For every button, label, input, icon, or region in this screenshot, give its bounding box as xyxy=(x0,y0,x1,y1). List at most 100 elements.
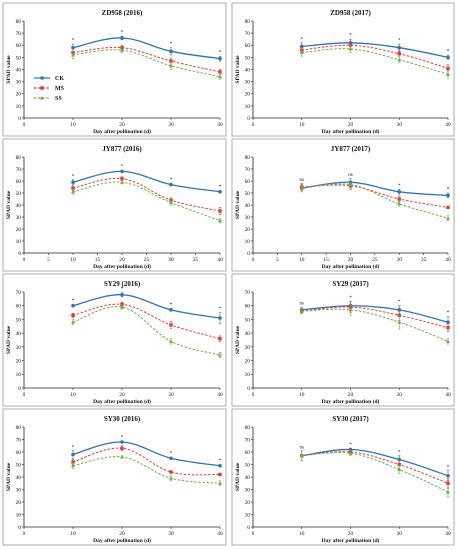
chart-panel-8: 0 10 20 30 40 50 60 70 80 0 10 20 30 40 SY30 (2017) Day… xyxy=(231,408,455,546)
y-tick-label: 40 xyxy=(245,67,251,73)
data-point-ck xyxy=(446,193,450,198)
y-tick-label: 70 xyxy=(16,167,22,173)
legend-marker xyxy=(40,96,44,100)
y-tick-label: 20 xyxy=(245,92,251,98)
y-tick-label: 80 xyxy=(245,19,251,25)
y-tick-label: 40 xyxy=(16,67,22,73)
x-axis-title: Day after pollination (d) xyxy=(93,128,151,135)
y-tick-label: 50 xyxy=(16,191,22,197)
data-point-ms xyxy=(218,472,222,477)
data-point-ck xyxy=(120,169,124,174)
data-point-ck xyxy=(120,440,124,444)
data-point-ss xyxy=(446,490,450,494)
x-axis-title: Day after pollination (d) xyxy=(322,537,380,544)
data-point-ms xyxy=(218,336,222,341)
data-point-ss xyxy=(169,476,173,480)
x-tick-label: 10 xyxy=(299,531,305,537)
data-point-ms xyxy=(169,470,173,474)
significance-label: * xyxy=(121,165,124,170)
panel-frame xyxy=(2,273,227,407)
x-tick-label: 0 xyxy=(23,531,26,537)
chart-panel-4: 0 10 20 30 40 50 60 70 80 0 5 10 15 20 25 30 35 40 JY877 (… xyxy=(231,138,455,272)
significance-label: * xyxy=(447,188,450,193)
significance-label: * xyxy=(170,452,173,457)
data-point-ck xyxy=(169,308,173,312)
data-point-ss xyxy=(348,182,353,187)
x-tick-label: 30 xyxy=(168,257,174,263)
panel-frame xyxy=(231,273,455,407)
data-point-ms xyxy=(71,186,75,190)
y-tick-label: 20 xyxy=(245,500,251,506)
data-point-ms xyxy=(218,70,222,74)
y-tick-label: 30 xyxy=(16,80,22,86)
significance-label: * xyxy=(219,459,222,464)
y-tick-label: 50 xyxy=(16,317,22,323)
x-tick-label: 40 xyxy=(445,257,451,263)
y-tick-label: 40 xyxy=(16,203,22,209)
x-tick-label: 0 xyxy=(23,257,26,263)
chart-panel-5: 0 10 20 30 40 50 60 70 0 10 20 30 40 SY29 (2016) Day a… xyxy=(2,273,227,407)
data-point-ms xyxy=(397,52,401,56)
y-tick-label: 60 xyxy=(245,304,251,310)
data-point-ck xyxy=(446,55,450,60)
data-point-ck xyxy=(397,457,402,462)
x-tick-label: 0 xyxy=(252,392,255,398)
y-tick-label: 20 xyxy=(16,500,22,506)
data-point-ms xyxy=(446,325,450,330)
data-point-ss xyxy=(348,307,353,312)
y-tick-label: 70 xyxy=(16,31,22,37)
x-tick-label: 10 xyxy=(299,122,305,128)
x-tick-label: 10 xyxy=(70,122,76,128)
data-point-ss xyxy=(446,216,450,220)
y-tick-label: 0 xyxy=(247,251,250,257)
y-tick-label: 80 xyxy=(16,425,22,431)
data-point-ss xyxy=(71,189,75,194)
data-point-ss xyxy=(348,451,353,455)
panel-frame xyxy=(231,2,455,137)
data-point-ss xyxy=(169,200,173,205)
data-point-ss xyxy=(397,467,402,471)
series-line-ms xyxy=(72,177,221,212)
panel-title: SY29 (2016) xyxy=(104,280,141,288)
significance-label: * xyxy=(301,37,304,42)
y-tick-label: 0 xyxy=(18,116,21,122)
y-tick-label: 50 xyxy=(245,191,251,197)
panel-title: SY29 (2017) xyxy=(332,280,369,288)
y-tick-label: 30 xyxy=(245,215,251,221)
panel-title: JY877 (2017) xyxy=(331,145,371,153)
data-point-ss xyxy=(169,339,173,343)
data-point-ss xyxy=(397,320,402,324)
x-tick-label: 25 xyxy=(144,257,150,263)
significance-label: * xyxy=(447,49,450,54)
data-point-ms xyxy=(120,176,124,181)
y-tick-label: 30 xyxy=(16,215,22,221)
data-point-ms xyxy=(397,197,401,201)
y-tick-label: 80 xyxy=(16,155,22,161)
series-line-ck xyxy=(301,448,449,477)
data-point-ss xyxy=(120,180,124,184)
x-tick-label: 10 xyxy=(299,257,305,263)
data-point-ss xyxy=(218,353,222,357)
y-tick-label: 50 xyxy=(245,317,251,323)
x-tick-label: 10 xyxy=(299,392,305,398)
chart-panel-1: 0 10 20 30 40 50 60 70 80 0 10 20 30 40 ZD958 (2016) Da… xyxy=(2,2,227,137)
series-line-ss xyxy=(72,181,221,222)
y-tick-label: 60 xyxy=(245,43,251,49)
y-axis-title: SPAD value xyxy=(235,325,241,354)
significance-label: * xyxy=(170,42,173,47)
data-point-ss xyxy=(71,320,75,324)
data-point-ck xyxy=(169,49,173,54)
y-tick-label: 0 xyxy=(247,116,250,122)
data-point-ck xyxy=(169,182,173,187)
data-point-ck xyxy=(71,303,75,308)
panel-title: ZD958 (2016) xyxy=(102,9,143,17)
y-tick-label: 50 xyxy=(16,55,22,61)
series-line-ss xyxy=(301,452,449,493)
data-point-ss xyxy=(218,218,222,223)
significance-label: * xyxy=(398,184,401,189)
x-tick-label: 40 xyxy=(217,531,223,537)
y-tick-label: 80 xyxy=(245,425,251,431)
data-point-ss xyxy=(299,186,304,190)
significance-label: * xyxy=(170,303,173,308)
